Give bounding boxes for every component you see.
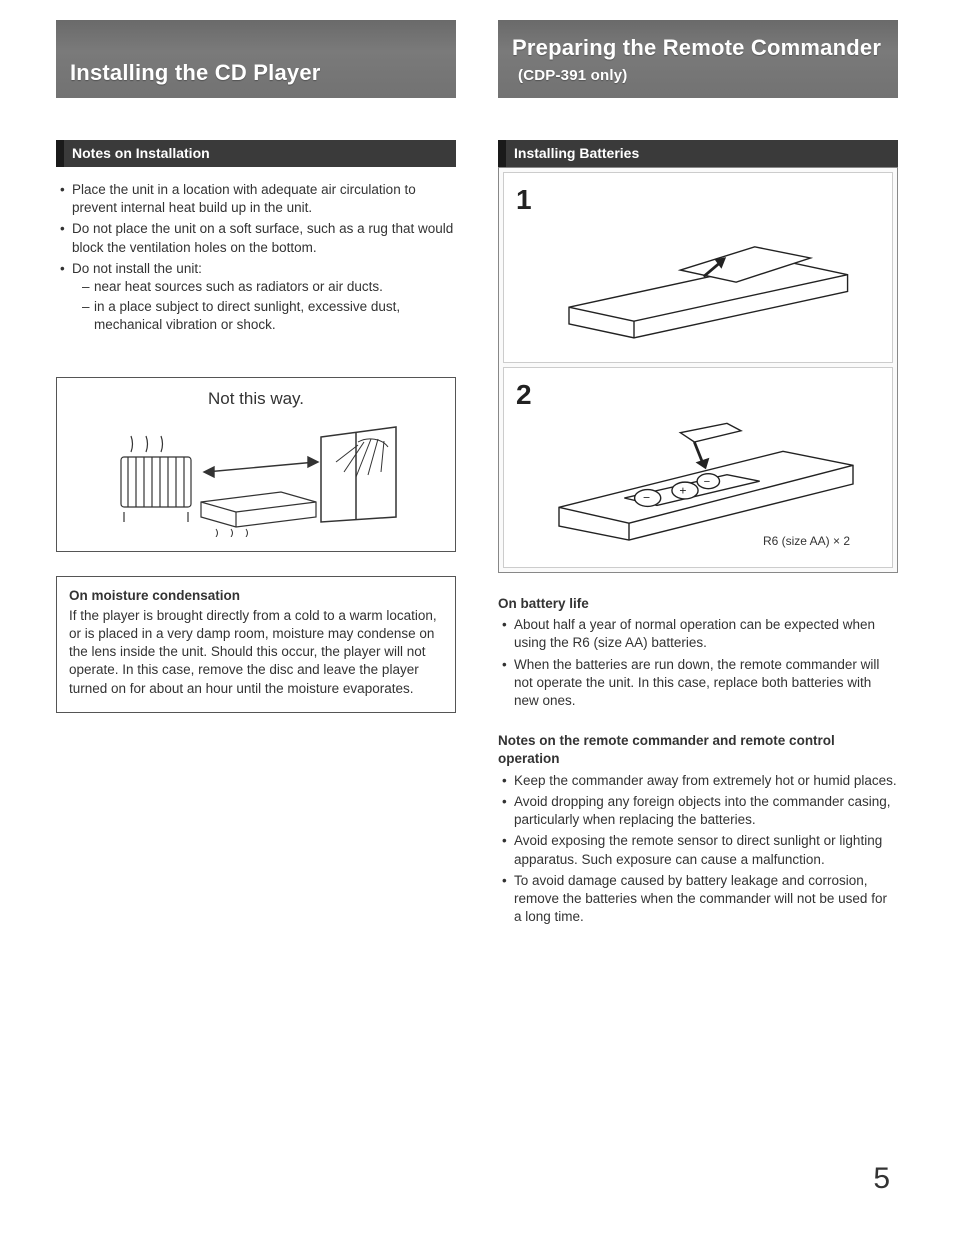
moisture-title: On moisture condensation xyxy=(69,587,443,605)
bullet-item: Place the unit in a location with adequa… xyxy=(60,181,456,217)
dash-item: in a place subject to direct sunlight, e… xyxy=(82,298,456,334)
dash-item: near heat sources such as radiators or a… xyxy=(82,278,456,296)
battery-life-bullets: About half a year of normal operation ca… xyxy=(498,616,898,710)
header-title: Installing the CD Player xyxy=(70,58,321,88)
section-notes-installation: Notes on Installation xyxy=(56,140,456,167)
moisture-body: If the player is brought directly from a… xyxy=(69,607,443,698)
bullet-item: When the batteries are run down, the rem… xyxy=(502,656,898,711)
svg-text:−: − xyxy=(704,476,711,488)
figure-title: Not this way. xyxy=(71,388,441,411)
step-number: 1 xyxy=(516,181,882,219)
bullet-item: Do not place the unit on a soft surface,… xyxy=(60,220,456,256)
header-remote-commander: Preparing the Remote Commander (CDP-391 … xyxy=(498,20,898,98)
header-subtitle: (CDP-391 only) xyxy=(518,67,628,84)
battery-life-heading: On battery life xyxy=(498,595,898,613)
not-this-way-figure: Not this way. xyxy=(56,377,456,552)
bullet-item: Avoid exposing the remote sensor to dire… xyxy=(502,832,898,868)
svg-text:−: − xyxy=(643,490,650,504)
remote-open-diagram xyxy=(516,219,882,349)
sub-dash-list: near heat sources such as radiators or a… xyxy=(72,278,456,335)
bullet-item: Keep the commander away from extremely h… xyxy=(502,772,898,790)
section-installing-batteries: Installing Batteries xyxy=(498,140,898,167)
radiator-sun-diagram xyxy=(106,417,406,537)
bullet-item: Do not install the unit: near heat sourc… xyxy=(60,260,456,335)
battery-steps-frame: 1 2 xyxy=(498,167,898,573)
page-number: 5 xyxy=(56,1159,898,1200)
battery-step-1: 1 xyxy=(503,172,893,363)
step-number: 2 xyxy=(516,376,882,414)
header-title: Preparing the Remote Commander xyxy=(512,35,881,60)
bullet-item: To avoid damage caused by battery leakag… xyxy=(502,872,898,927)
bullet-item: About half a year of normal operation ca… xyxy=(502,616,898,652)
svg-text:+: + xyxy=(679,483,686,497)
installation-bullets: Place the unit in a location with adequa… xyxy=(56,181,456,335)
left-column: Installing the CD Player Notes on Instal… xyxy=(56,20,456,929)
battery-spec-label: R6 (size AA) × 2 xyxy=(763,533,850,549)
moisture-note-box: On moisture condensation If the player i… xyxy=(56,576,456,713)
header-installing-cd: Installing the CD Player xyxy=(56,20,456,98)
right-column: Preparing the Remote Commander (CDP-391 … xyxy=(498,20,898,929)
battery-step-2: 2 − + − xyxy=(503,367,893,568)
bullet-item: Avoid dropping any foreign objects into … xyxy=(502,793,898,829)
remote-notes-bullets: Keep the commander away from extremely h… xyxy=(498,772,898,927)
remote-notes-heading: Notes on the remote commander and remote… xyxy=(498,732,898,768)
